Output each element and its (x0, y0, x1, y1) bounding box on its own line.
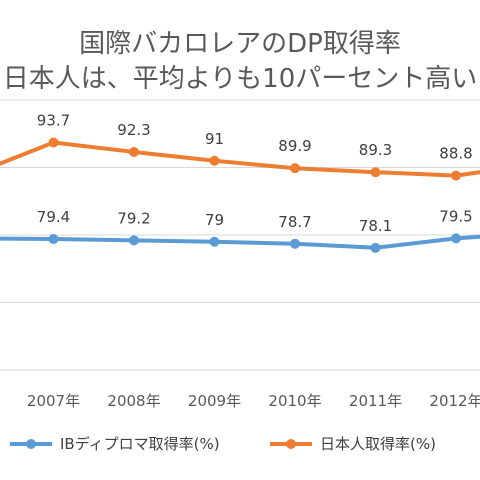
data-label: 89.9 (278, 137, 311, 155)
legend-item-0: IBディプロマ取得率(%) (10, 435, 220, 453)
x-tick-label: 2007年 (27, 392, 80, 410)
series-lines (0, 140, 480, 250)
data-point (451, 170, 461, 181)
data-label: 91 (205, 130, 224, 148)
data-point (370, 167, 381, 178)
data-labels: 79.479.27978.778.179.580.393.792.39189.9… (37, 112, 473, 235)
legend-label: IBディプロマ取得率(%) (60, 435, 220, 453)
data-label: 88.8 (439, 145, 472, 163)
chart-subtitle: 日本人は、平均よりも10パーセント高い (3, 64, 478, 94)
data-point (451, 233, 461, 244)
data-point (129, 235, 139, 246)
series-line-0 (0, 234, 480, 250)
legend-swatch-marker (286, 439, 296, 449)
x-tick-label: 2011年 (349, 392, 402, 410)
data-point (129, 146, 139, 157)
legend-label: 日本人取得率(%) (320, 435, 436, 453)
x-tick-label: 2010年 (268, 392, 321, 410)
data-point (48, 137, 59, 148)
x-axis-ticks: 2007年2008年2009年2010年2011年2012年2013年 (27, 392, 480, 410)
legend-item-1: 日本人取得率(%) (270, 435, 436, 453)
data-label: 79 (205, 211, 224, 229)
x-tick-label: 2009年 (188, 392, 241, 410)
data-label: 78.1 (359, 217, 392, 235)
data-label: 92.3 (117, 121, 150, 139)
data-label: 79.5 (439, 207, 472, 225)
data-label: 93.7 (37, 112, 70, 130)
data-point (48, 234, 59, 245)
x-tick-label: 2012年 (429, 392, 480, 410)
data-point (370, 242, 381, 253)
data-point (290, 163, 300, 174)
series-line-1 (0, 140, 480, 178)
chart-title: 国際バカロレアのDP取得率 (79, 29, 401, 59)
gridlines (0, 99, 480, 371)
data-label: 79.4 (37, 208, 70, 226)
legend-swatch-marker (26, 439, 36, 449)
data-points (48, 137, 461, 253)
data-point (209, 236, 220, 247)
legend: IBディプロマ取得率(%) 日本人取得率(%) (10, 435, 436, 453)
data-point (209, 155, 220, 166)
data-label: 89.3 (359, 141, 392, 159)
data-label: 78.7 (278, 213, 311, 231)
data-label: 79.2 (117, 209, 150, 227)
x-tick-label: 2008年 (107, 392, 160, 410)
data-point (290, 238, 300, 249)
